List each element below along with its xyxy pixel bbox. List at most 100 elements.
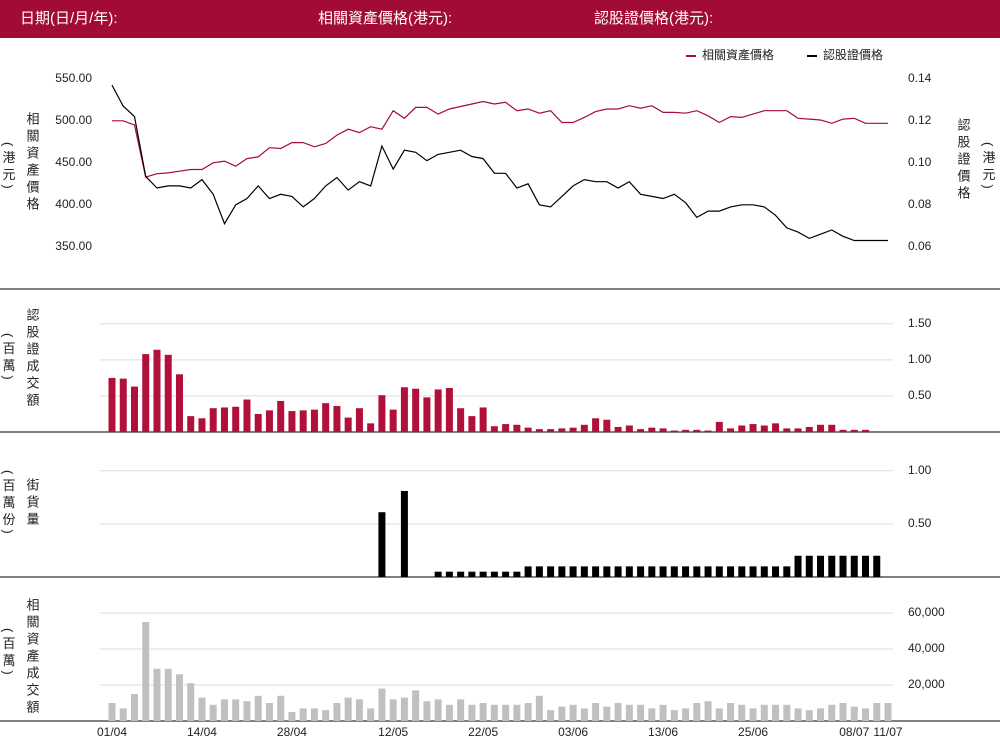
bar [727,703,735,721]
bar [164,668,172,721]
bar [412,388,420,432]
x-tick-label: 03/06 [558,725,588,739]
bar [682,566,690,577]
bar [502,571,510,577]
bar [412,690,420,721]
x-tick-label: 25/06 [738,725,768,739]
bar [468,571,476,577]
bar [659,704,667,721]
bar [333,703,341,721]
bar [760,425,768,432]
bar [119,378,127,432]
bar [187,683,195,721]
bar [659,566,667,577]
bar [648,427,656,432]
bar [715,566,723,577]
bar [794,555,802,577]
bar [434,571,442,577]
bar [637,429,645,432]
bar [625,566,633,577]
bar [727,428,735,432]
y2-tick-label: 0.10 [908,155,932,169]
y-axis-title: 街貨量 [25,478,40,529]
bar [580,708,588,721]
bar [749,424,757,432]
bar [749,566,757,577]
bar [659,428,667,432]
bar [310,409,318,432]
bar [580,566,588,577]
bar [243,399,251,432]
y-tick-label: 350.00 [55,239,92,253]
bar [142,622,150,721]
bar [322,403,330,432]
bar [794,428,802,432]
bar [738,566,746,577]
bar [850,429,858,432]
bar [389,409,397,432]
y2-tick-label: 0.06 [908,239,932,253]
bar [850,555,858,577]
bar [569,704,577,721]
y-tick-label: 1.50 [908,316,932,330]
bar [873,703,881,721]
bar [535,695,543,721]
bar [175,374,183,432]
x-tick-label: 01/04 [97,725,127,739]
price-line [111,84,888,242]
bar [547,566,555,577]
bar [839,703,847,721]
bar [130,386,138,432]
bar [445,704,453,721]
bar [670,566,678,577]
bar [468,704,476,721]
asset-price-label: 相關資產價格(港元): [318,10,452,27]
bar [108,703,116,721]
bar [513,704,521,721]
bar [637,566,645,577]
bar [704,430,712,432]
bar [423,397,431,432]
bar [715,708,723,721]
y-tick-label: 1.00 [908,463,932,477]
bar [670,710,678,721]
bar [592,703,600,721]
bar [535,566,543,577]
y-tick-label: 400.00 [55,197,92,211]
bar [524,427,532,432]
bar [153,349,161,432]
bar [862,555,870,577]
bar [524,566,532,577]
bar [614,566,622,577]
bar [828,424,836,432]
bar [389,699,397,721]
bar [479,703,487,721]
bar [479,407,487,432]
bar [569,427,577,432]
y-tick-label: 40,000 [908,641,945,655]
bar [198,697,206,721]
bar [367,423,375,432]
bar [277,400,285,432]
bar [547,429,555,432]
price-line [112,100,888,178]
bar [772,566,780,577]
x-tick-label: 13/06 [648,725,678,739]
bar [592,418,600,432]
y-axis-unit: (港元) [1,142,16,193]
bar [603,706,611,721]
y-axis-unit: (百萬) [1,333,16,384]
bar [524,703,532,721]
bar [502,424,510,432]
bar [322,710,330,721]
bar [344,417,352,432]
y2-axis-unit: (港元) [981,142,996,193]
bar [468,416,476,432]
bar [603,419,611,432]
bar [153,668,161,721]
bar [220,699,228,721]
bar [738,425,746,432]
bar [558,566,566,577]
bar [580,424,588,432]
y-tick-label: 20,000 [908,677,945,691]
